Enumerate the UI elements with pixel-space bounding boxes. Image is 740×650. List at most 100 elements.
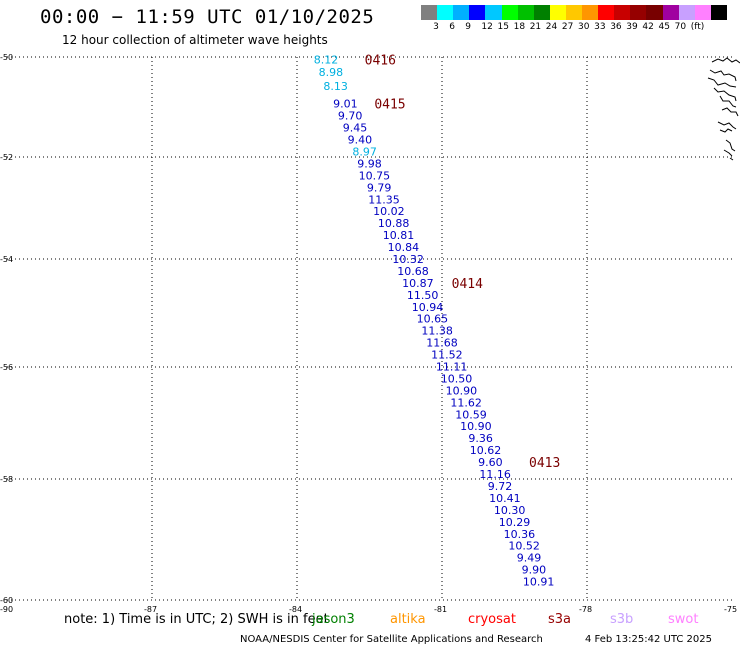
footer-note: note: 1) Time is in UTC; 2) SWH is in fe… xyxy=(64,612,329,627)
color-scale-label: 70 xyxy=(674,22,687,32)
color-swatch xyxy=(630,5,647,20)
wave-height-value: 8.98 xyxy=(319,66,344,79)
y-tick-label: -58 xyxy=(0,475,13,484)
y-tick-label: -56 xyxy=(0,363,13,372)
color-swatch xyxy=(694,5,712,20)
wave-height-value: 9.60 xyxy=(478,456,503,469)
wave-height-value: 9.45 xyxy=(343,122,368,135)
color-scale-label: 18 xyxy=(513,22,526,32)
color-swatch xyxy=(646,5,663,20)
pass-id-label: 0416 xyxy=(365,54,396,69)
graticule-grid xyxy=(7,56,732,601)
wave-height-value: 10.94 xyxy=(412,301,444,314)
wave-height-value: 11.11 xyxy=(436,361,468,374)
color-swatch xyxy=(614,5,631,20)
color-swatch xyxy=(437,5,454,20)
color-swatch xyxy=(517,5,535,20)
wave-height-value: 9.70 xyxy=(338,110,363,123)
wave-height-points: 8.128.988.13 9.019.709.459.408.979.9810.7… xyxy=(314,54,555,589)
wave-height-value: 10.65 xyxy=(417,313,449,326)
map-subtitle: 12 hour collection of altimeter wave hei… xyxy=(62,33,328,47)
satellite-legend-item: s3a xyxy=(548,612,572,627)
color-scale-label: 3 xyxy=(433,22,439,32)
pass-id-label: 0415 xyxy=(374,98,405,113)
credit-text: NOAA/NESDIS Center for Satellite Applica… xyxy=(240,634,543,645)
x-tick-label: -84 xyxy=(289,605,302,614)
pass-id-label: 0413 xyxy=(529,456,560,471)
timestamp-text: 4 Feb 13:25:42 UTC 2025 xyxy=(585,634,712,645)
wave-height-value: 11.38 xyxy=(421,325,453,338)
color-swatch xyxy=(533,5,551,20)
wave-height-value: 8.97 xyxy=(352,145,377,158)
color-scale-label: 30 xyxy=(578,22,590,32)
color-swatch xyxy=(678,5,696,20)
wave-height-value: 10.36 xyxy=(504,528,536,541)
color-scale-label: 21 xyxy=(529,22,542,32)
color-scale-label: 42 xyxy=(642,22,654,32)
y-tick-label: -60 xyxy=(0,596,13,605)
wave-height-value: 10.81 xyxy=(383,229,415,242)
wave-height-value: 10.90 xyxy=(446,384,478,397)
wave-height-value: 10.29 xyxy=(499,516,531,529)
wave-height-value: 10.68 xyxy=(397,265,429,278)
color-scale-label: 39 xyxy=(626,22,638,32)
wave-height-value: 9.79 xyxy=(367,181,392,194)
coastline xyxy=(707,57,740,161)
color-swatch xyxy=(565,5,583,20)
wave-height-value: 10.41 xyxy=(489,492,521,505)
wave-height-value: 10.84 xyxy=(388,241,420,254)
color-scale-label: 15 xyxy=(497,22,509,32)
satellite-legend-item: cryosat xyxy=(468,612,516,627)
color-swatch xyxy=(549,5,567,20)
map-title: 00:00 − 11:59 UTC 01/10/2025 xyxy=(40,6,375,28)
wave-height-value: 10.32 xyxy=(392,253,424,266)
wave-height-value: 10.88 xyxy=(378,217,410,230)
pass-labels: 0416 0415 0414 0413 xyxy=(365,54,561,471)
color-scale-label: 33 xyxy=(594,22,606,32)
color-swatch xyxy=(598,5,615,20)
color-scale-label: 36 xyxy=(610,22,622,32)
wave-height-value: 10.62 xyxy=(470,444,502,457)
wave-height-value: 11.62 xyxy=(450,396,482,409)
wave-height-value: 10.91 xyxy=(523,576,555,589)
satellite-legend-item: swot xyxy=(668,612,699,627)
color-swatch xyxy=(710,5,728,20)
wave-height-value: 9.98 xyxy=(357,157,382,170)
wave-height-value: 9.40 xyxy=(348,134,373,147)
color-scale-label: 24 xyxy=(545,22,558,32)
y-tick-label: -50 xyxy=(0,53,13,62)
y-tick-label: -52 xyxy=(0,153,13,162)
color-scale-label: (ft) xyxy=(690,22,705,32)
color-scale-label: 12 xyxy=(481,22,493,32)
wave-height-value: 11.16 xyxy=(479,468,511,481)
wave-height-value: 8.13 xyxy=(323,80,348,93)
x-tick-label: -75 xyxy=(724,605,737,614)
color-swatch xyxy=(469,5,486,20)
wave-height-value: 11.50 xyxy=(407,289,439,302)
wave-height-value: 10.75 xyxy=(359,169,391,182)
color-swatch xyxy=(662,5,680,20)
color-swatch xyxy=(582,5,599,20)
satellite-legend-item: s3b xyxy=(610,612,634,627)
wave-height-value: 11.35 xyxy=(368,193,400,206)
color-scale-label: 9 xyxy=(465,22,472,32)
wave-height-value: 10.30 xyxy=(494,504,526,517)
wave-height-value: 9.90 xyxy=(522,564,547,577)
wave-height-value: 9.01 xyxy=(333,98,358,111)
wave-height-value: 10.59 xyxy=(455,408,487,421)
color-swatch xyxy=(501,5,519,20)
wave-height-value: 10.02 xyxy=(373,205,405,218)
satellite-legend-item: altika xyxy=(390,612,426,627)
wave-height-value: 10.50 xyxy=(441,372,473,385)
color-swatch xyxy=(453,5,470,20)
wave-height-value: 11.52 xyxy=(431,349,463,362)
pass-id-label: 0414 xyxy=(452,277,483,292)
wave-height-value: 9.49 xyxy=(517,552,542,565)
wave-height-value: 11.68 xyxy=(426,337,458,350)
wave-height-value: 8.12 xyxy=(314,54,339,67)
coastline-islands xyxy=(707,57,740,161)
wave-height-value: 10.90 xyxy=(460,420,492,433)
color-scale-label: 45 xyxy=(658,22,670,32)
color-swatch xyxy=(421,5,438,20)
